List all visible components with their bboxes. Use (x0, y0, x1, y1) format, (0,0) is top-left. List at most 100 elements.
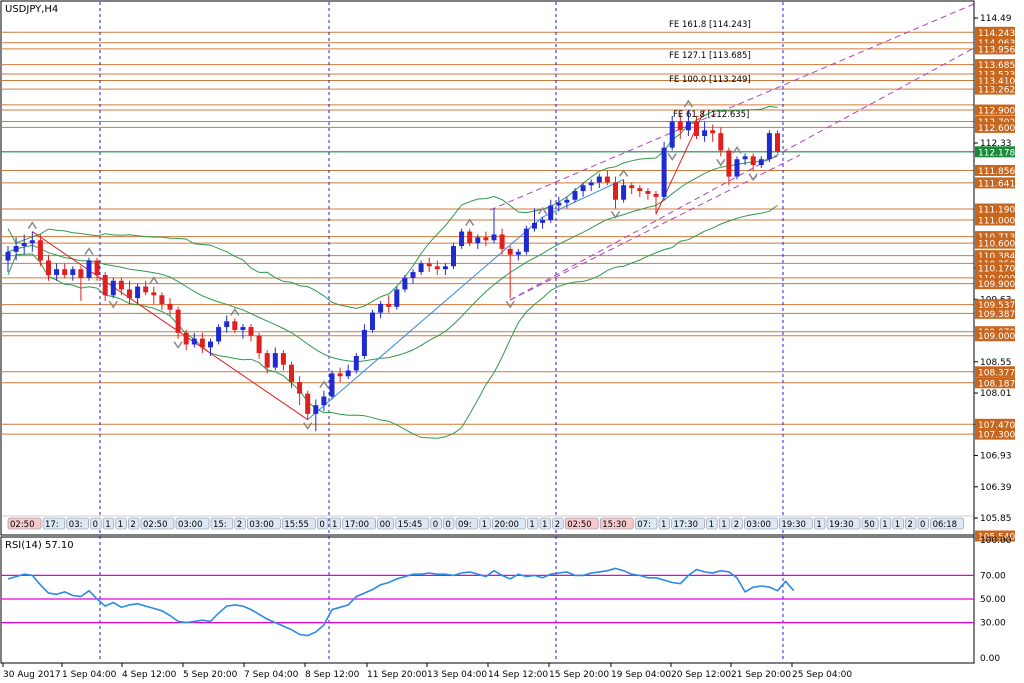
time-marker-box (282, 517, 316, 530)
candle-body (143, 286, 149, 293)
time-marker-text: 1 (482, 520, 487, 530)
fractal-down-marker (505, 300, 515, 309)
candle-body (677, 121, 683, 131)
time-tick-label: 14 Sep 12:00 (488, 670, 548, 680)
fractal-down-marker (667, 153, 677, 161)
time-marker-text: 0 (445, 520, 450, 530)
time-marker-text: 0 (433, 520, 438, 530)
time-marker-box (329, 517, 341, 530)
time-marker-box (718, 517, 731, 530)
time-tick-label: 13 Sep 04:00 (427, 670, 487, 680)
sr-price-tag (975, 164, 1015, 176)
fractal-down-marker (173, 341, 183, 349)
candle-body (175, 309, 181, 333)
candle-body (272, 353, 278, 368)
candle-body (580, 185, 586, 192)
candle-body (564, 199, 570, 203)
candle-body (556, 202, 562, 206)
time-marker-text: 15:55 (284, 520, 309, 530)
sr-price-tag-text: 112.900 (978, 107, 1015, 117)
time-marker-text: 06:18 (933, 520, 958, 530)
sr-price-tag (975, 250, 1015, 262)
time-marker-text: 09: (458, 520, 472, 530)
time-marker-box (90, 517, 102, 530)
fib-label: FE 61.8 [112.635] (673, 110, 749, 120)
candles-series (5, 99, 780, 432)
candle-body (750, 156, 756, 166)
time-marker-text: 0 (920, 520, 925, 530)
sr-price-tag (975, 214, 1015, 226)
candle-body (183, 332, 189, 345)
candle-body (434, 266, 440, 270)
bollinger-bands (7, 105, 778, 439)
time-tick-label: 19 Sep 04:00 (611, 670, 671, 680)
candle-body (645, 191, 651, 194)
fib-label: FE 127.1 [113.685] (669, 51, 751, 61)
time-marker-text: 1 (895, 520, 900, 530)
time-tick-label: 30 Aug 2017 (3, 670, 61, 680)
candle-body (370, 312, 375, 330)
candle-body (256, 335, 262, 354)
time-marker-box (430, 517, 442, 530)
support-resistance-lines (1, 31, 974, 435)
time-marker-box (342, 517, 376, 530)
time-marker-box (234, 517, 246, 530)
rsi-line (7, 567, 795, 637)
sr-price-tag-text: 110.170 (978, 265, 1015, 275)
candle-body (637, 188, 643, 192)
candle-body (280, 353, 286, 365)
time-marker-text: 50 (864, 520, 875, 530)
candle-body (702, 130, 708, 137)
fractal-down-marker (748, 173, 758, 182)
candle-body (216, 327, 222, 342)
candle-body (491, 234, 497, 241)
fractal-down-marker (303, 422, 313, 431)
candle-body (361, 329, 367, 357)
sr-price-tag-text: 111.641 (978, 179, 1015, 189)
time-tick-label: 5 Sep 20:00 (183, 670, 238, 680)
time-marker-box (455, 517, 479, 530)
sr-price-tag (975, 115, 1015, 127)
candle-body (718, 133, 724, 151)
time-marker-box (671, 517, 705, 530)
time-marker-text: 1 (542, 520, 547, 530)
candle-body (548, 205, 554, 220)
sr-price-tag-text: 113.956 (978, 45, 1015, 55)
time-marker-text: 2 (907, 520, 912, 530)
candle-body (661, 147, 667, 197)
sr-price-tag (975, 177, 1015, 189)
time-marker-text: 0 (319, 520, 324, 530)
channel-line (489, 3, 975, 211)
rsi-tick-label: 100.00 (980, 536, 1012, 546)
candle-body (21, 243, 27, 247)
sr-price-tag (975, 75, 1015, 87)
sr-price-tag-text: 108.377 (978, 368, 1015, 378)
price-channel (489, 3, 975, 301)
sr-price-tag (975, 68, 1015, 80)
time-marker-box (744, 517, 778, 530)
time-tick-label: 15 Sep 20:00 (549, 670, 609, 680)
fractal-up-marker (319, 380, 329, 389)
time-marker-box (564, 517, 599, 530)
time-marker-box (102, 517, 115, 530)
time-marker-text: 03: (69, 520, 83, 530)
candle-body (386, 303, 392, 307)
sr-price-tag (975, 203, 1015, 215)
candle-body (378, 303, 384, 313)
price-tick-label: 114.49 (980, 14, 1012, 24)
candle-body (313, 405, 319, 414)
time-tick-label: 1 Sep 04:00 (62, 670, 117, 680)
candle-body (475, 237, 481, 244)
sr-price-tag (975, 428, 1015, 440)
candle-body (305, 393, 311, 414)
candle-body (532, 222, 537, 229)
candle-body (515, 251, 521, 255)
candle-body (758, 159, 764, 166)
fractal-up-marker (149, 276, 159, 284)
candle-body (694, 121, 699, 137)
price-tick-label: 112.33 (980, 139, 1012, 149)
time-marker-text: 1 (661, 520, 666, 530)
time-marker-text: 19:30 (781, 520, 806, 530)
sr-price-tag (975, 37, 1015, 49)
sr-price-tag-text: 113.262 (978, 86, 1015, 96)
